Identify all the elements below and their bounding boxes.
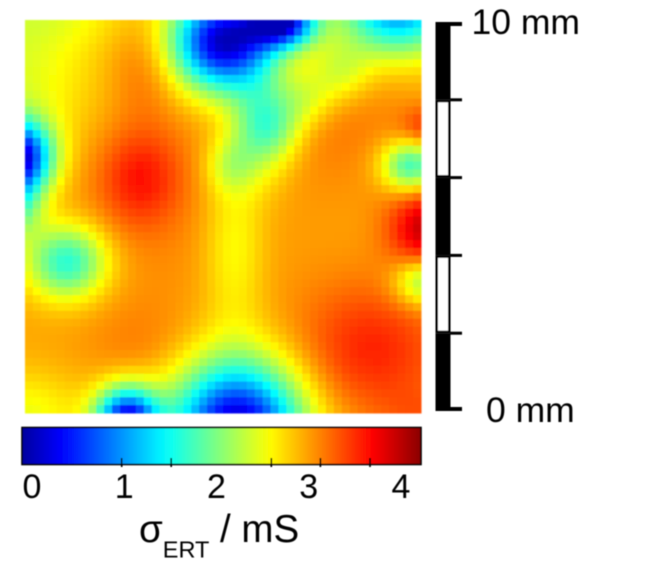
svg-text:2: 2: [207, 468, 226, 506]
svg-text:σERT / mS: σERT / mS: [139, 508, 299, 563]
svg-text:3: 3: [299, 468, 318, 506]
svg-text:10 mm: 10 mm: [472, 2, 581, 42]
svg-text:4: 4: [392, 468, 411, 506]
svg-text:0 mm: 0 mm: [486, 390, 575, 430]
svg-text:0: 0: [23, 468, 42, 506]
svg-text:1: 1: [115, 468, 134, 506]
